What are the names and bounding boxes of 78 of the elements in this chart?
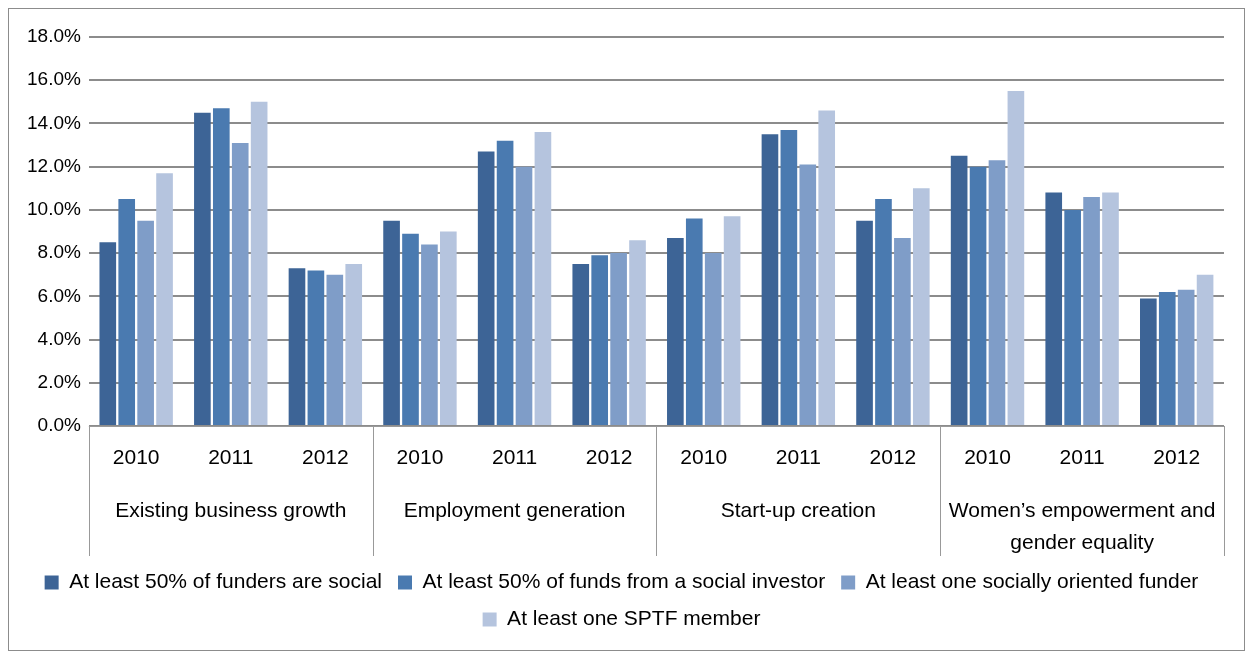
bar: [912, 188, 930, 425]
bar: [856, 220, 873, 425]
x-tick-label: 2011: [208, 445, 254, 469]
bar: [1007, 91, 1025, 425]
bar: [496, 140, 514, 425]
bar: [194, 112, 211, 425]
bar: [969, 166, 987, 425]
bar: [761, 134, 779, 425]
bar: [610, 253, 627, 425]
y-tick-label: 0.0%: [37, 414, 81, 436]
y-tick-label: 2.0%: [37, 371, 81, 393]
bar: [1158, 292, 1176, 425]
bar: [250, 101, 268, 425]
bar: [440, 231, 457, 425]
bar: [591, 255, 609, 425]
bar: [1083, 196, 1100, 425]
legend-label: At least 50% of funders are social: [69, 569, 382, 593]
x-tick-label: 2011: [775, 445, 821, 469]
x-tick-label: 2012: [302, 445, 349, 469]
bar: [704, 253, 722, 425]
bar: [1196, 274, 1214, 425]
bar: [875, 199, 892, 425]
bar: [383, 220, 400, 425]
bar: [572, 263, 590, 425]
bar: [1064, 209, 1081, 425]
bar: [818, 110, 836, 425]
x-tick-label: 2010: [964, 445, 1011, 469]
bar: [156, 173, 173, 425]
bar: [212, 108, 230, 425]
bar: [288, 268, 306, 425]
y-tick-label: 12.0%: [27, 154, 81, 176]
x-tick-label: 2010: [112, 445, 160, 469]
bar: [534, 132, 552, 425]
x-tick-label: 2011: [491, 445, 538, 469]
legend-label: At least one SPTF member: [507, 606, 761, 630]
bar: [1140, 298, 1157, 425]
bar: [950, 155, 968, 425]
text: Employment generation: [403, 497, 626, 521]
bar: [799, 164, 817, 425]
bar: [685, 218, 703, 425]
y-tick-label: 10.0%: [27, 198, 81, 220]
bar: [1045, 192, 1063, 425]
bar: [515, 166, 533, 425]
bar: [1102, 192, 1119, 425]
bar: [421, 244, 438, 425]
y-tick-label: 6.0%: [37, 284, 81, 306]
bar: [477, 151, 495, 425]
legend-label: At least 50% of funds from a social investor: [422, 569, 826, 593]
bar: [307, 270, 325, 425]
bar: [137, 220, 154, 425]
bar: [99, 242, 117, 425]
bar: [629, 240, 646, 425]
y-tick-label: 18.0%: [27, 25, 81, 47]
x-tick-label: 2011: [1059, 445, 1105, 469]
bar: [988, 160, 1006, 425]
y-tick-label: 4.0%: [37, 327, 81, 349]
x-tick-label: 2012: [869, 445, 917, 469]
y-tick-label: 16.0%: [27, 68, 81, 90]
bar: [780, 129, 798, 425]
bar: [231, 142, 249, 425]
bar: [894, 237, 911, 425]
bar: [723, 216, 741, 425]
x-tick-label: 2010: [680, 445, 728, 469]
text: Existing business growth: [115, 497, 347, 521]
x-tick-label: 2012: [1153, 445, 1201, 469]
legend-label: At least one socially oriented funder: [865, 569, 1199, 593]
text: Women’s empowerment and gender equality: [948, 497, 1216, 553]
text: Start-up creation: [720, 497, 876, 521]
x-tick-label: 2012: [585, 445, 633, 469]
bar: [345, 263, 363, 425]
bar: [667, 237, 684, 425]
bar: [118, 199, 136, 425]
x-tick-label: 2010: [396, 445, 444, 469]
bar: [326, 274, 344, 425]
y-tick-label: 14.0%: [27, 111, 81, 133]
bar: [402, 233, 419, 425]
bar: [1177, 289, 1195, 425]
y-tick-label: 8.0%: [37, 241, 81, 263]
